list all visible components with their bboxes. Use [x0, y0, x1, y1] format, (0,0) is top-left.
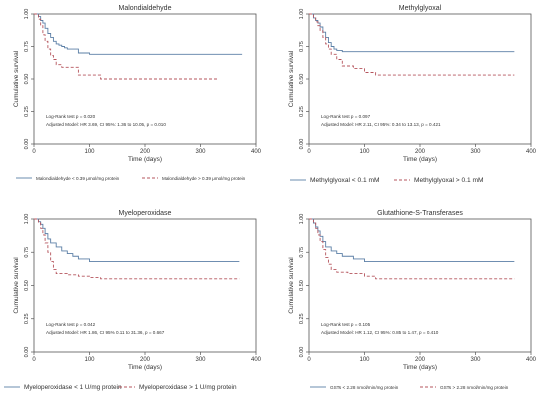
x-tick-label: 200 [415, 357, 426, 363]
chart-title: Myeloperoxidase [119, 210, 172, 217]
chart-title: Malondialdehyde [119, 5, 172, 12]
survival-curve-high [34, 218, 240, 280]
x-tick-label: 200 [140, 357, 151, 363]
y-tick-label: 1.00 [24, 214, 30, 225]
x-tick-label: 100 [359, 149, 370, 155]
x-tick-label: 100 [84, 357, 95, 363]
stats-annotation: Log-Rank test p = 0.105 [321, 322, 371, 327]
y-tick-label: 1.00 [299, 214, 305, 225]
x-tick-label: 0 [307, 357, 311, 363]
chart-panel: Malondialdehyde 0.00 0.25 0.50 0.75 1.00 0 100 2… [13, 5, 262, 181]
stats-annotation: Log-Rank test p = 0.097 [321, 114, 371, 119]
y-axis-label: Cumulative survival [13, 257, 20, 314]
y-tick-label: 1.00 [24, 9, 30, 20]
y-tick-label: 0.75 [299, 247, 305, 258]
y-tick-label: 0.00 [24, 347, 30, 358]
x-axis-label: Time (days) [128, 364, 162, 371]
y-tick-label: 0.75 [24, 247, 30, 258]
y-axis-label: Cumulative survival [288, 50, 295, 107]
x-tick-label: 300 [195, 149, 206, 155]
x-tick-label: 0 [307, 149, 311, 155]
x-tick-label: 100 [359, 357, 370, 363]
y-axis-label: Cumulative survival [13, 50, 20, 107]
stats-annotation: Adjusted Model: HR 1.12, CI 95%: 0.85 to… [321, 330, 439, 335]
x-axis-label: Time (days) [403, 156, 437, 163]
x-tick-label: 300 [195, 357, 206, 363]
y-tick-label: 0.50 [299, 74, 305, 85]
y-tick-label: 0.50 [24, 280, 30, 291]
legend-label: Myeloperoxidase < 1 U/mg protein [24, 384, 122, 391]
survival-curve-low [309, 218, 515, 263]
legend-label: Malondialdehyde > 0.39 μmol/mg protein [162, 176, 246, 181]
y-tick-label: 0.00 [299, 139, 305, 150]
legend-label: GSTs > 2.28 nmol/min/mg protein [440, 385, 509, 390]
stats-annotation: Log-Rank test p = 0.020 [46, 114, 96, 119]
survival-curve-high [309, 13, 515, 76]
x-tick-label: 400 [251, 149, 262, 155]
stats-annotation: Adjusted Model: HR 1.86, CI 95% 0.11 to … [46, 330, 165, 335]
y-tick-label: 0.00 [24, 139, 30, 150]
legend-label: GSTs < 2.28 nmol/min/mg protein [330, 385, 399, 390]
x-tick-label: 400 [526, 357, 537, 363]
legend-label: Methylglyoxal < 0.1 mM [310, 177, 379, 184]
survival-curve-high [309, 218, 515, 280]
legend: GSTs < 2.28 nmol/min/mg protein GSTs > 2.… [310, 385, 509, 390]
legend: Methylglyoxal < 0.1 mM Methylglyoxal > 0.… [290, 177, 483, 184]
chart-title: Methylglyoxal [399, 5, 442, 12]
x-axis-label: Time (days) [128, 156, 162, 163]
x-tick-label: 200 [415, 149, 426, 155]
legend-label: Malondialdehyde < 0.39 μmol/mg protein [36, 176, 120, 181]
stats-annotation: Adjusted Model: HR 2.11, CI 95%: 0.34 to… [321, 122, 441, 127]
x-tick-label: 0 [32, 357, 36, 363]
survival-curve-low [34, 13, 243, 55]
x-tick-label: 400 [526, 149, 537, 155]
x-tick-label: 400 [251, 357, 262, 363]
y-tick-label: 0.50 [299, 280, 305, 291]
survival-curve-low [34, 218, 240, 263]
chart-title: Glutathione-S-Transferases [377, 210, 463, 217]
y-tick-label: 0.25 [24, 106, 30, 117]
x-tick-label: 100 [84, 149, 95, 155]
chart-panel: Myeloperoxidase 0.00 0.25 0.50 0.75 1.00 0 100 2… [4, 210, 262, 391]
legend-label: Myeloperoxidase > 1 U/mg protein [139, 384, 237, 391]
y-tick-label: 0.25 [24, 313, 30, 324]
stats-annotation: Log-Rank test p = 0.042 [46, 322, 96, 327]
chart-panel: Methylglyoxal 0.00 0.25 0.50 0.75 1.00 0 100 200… [288, 5, 537, 184]
y-tick-label: 0.25 [299, 313, 305, 324]
x-tick-label: 0 [32, 149, 36, 155]
y-tick-label: 0.50 [24, 74, 30, 85]
survival-curve-low [309, 13, 515, 53]
y-tick-label: 1.00 [299, 9, 305, 20]
legend: Myeloperoxidase < 1 U/mg protein Myeloper… [4, 384, 237, 391]
x-tick-label: 300 [470, 357, 481, 363]
y-tick-label: 0.75 [24, 41, 30, 52]
y-axis-label: Cumulative survival [288, 257, 295, 314]
stats-annotation: Adjusted Model: HR 3.69, CI 95%: 1.36 to… [46, 122, 166, 127]
x-axis-label: Time (days) [403, 364, 437, 371]
chart-panel: Glutathione-S-Transferases 0.00 0.25 0.50 0.… [288, 210, 537, 390]
y-tick-label: 0.25 [299, 106, 305, 117]
x-tick-label: 200 [140, 149, 151, 155]
legend-label: Methylglyoxal > 0.1 mM [414, 177, 483, 184]
x-tick-label: 300 [470, 149, 481, 155]
legend: Malondialdehyde < 0.39 μmol/mg protein Ma… [16, 176, 246, 181]
y-tick-label: 0.00 [299, 347, 305, 358]
y-tick-label: 0.75 [299, 41, 305, 52]
